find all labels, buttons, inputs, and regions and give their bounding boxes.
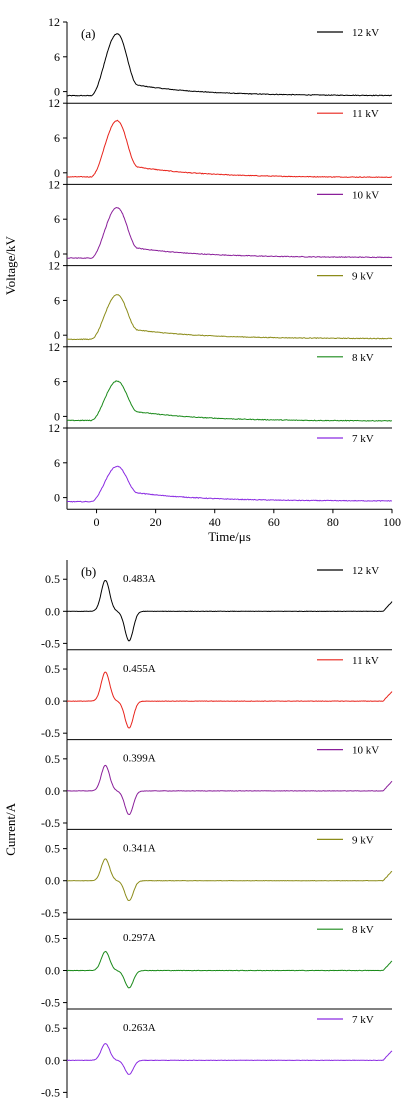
y-tick-label: 6 xyxy=(54,375,60,389)
y-tick-label: 0 xyxy=(54,491,60,505)
x-tick-label: 100 xyxy=(383,515,401,529)
y-tick-label: 0.0 xyxy=(45,604,60,618)
x-axis-label: Time/μs xyxy=(208,529,251,544)
y-tick-label: 12 xyxy=(48,259,60,273)
peak-annotation: 0.483A xyxy=(123,573,156,585)
series-line-12-kv xyxy=(66,579,393,642)
y-tick-label: 0.0 xyxy=(45,874,60,888)
y-tick-label: 12 xyxy=(48,15,60,29)
y-tick-label: 6 xyxy=(54,212,60,226)
legend-label: 8 kV xyxy=(352,352,374,364)
y-tick-label: 0.0 xyxy=(45,784,60,798)
y-tick-label: 0 xyxy=(54,166,60,180)
x-tick-label: 20 xyxy=(150,515,162,529)
y-axis-label: Current/A xyxy=(3,802,18,855)
y-tick-label: -0.5 xyxy=(41,996,60,1010)
legend-label: 12 kV xyxy=(352,565,379,577)
series-line-9-kv xyxy=(67,858,393,902)
series-line-11-kv xyxy=(67,671,393,729)
legend-label: 10 kV xyxy=(352,189,379,201)
y-tick-label: 0.0 xyxy=(45,694,60,708)
y-tick-label: 0.5 xyxy=(45,931,60,945)
peak-annotation: 0.263A xyxy=(123,1022,156,1034)
series-line-8-kv xyxy=(66,380,393,422)
y-tick-label: 0.0 xyxy=(45,1053,60,1067)
y-tick-label: 0.5 xyxy=(45,752,60,766)
legend-label: 9 kV xyxy=(352,271,374,283)
series-line-11-kv xyxy=(66,119,393,179)
panel-label: (a) xyxy=(81,26,95,41)
y-tick-label: 0 xyxy=(54,85,60,99)
series-line-9-kv xyxy=(66,294,393,341)
y-tick-label: 0.5 xyxy=(45,572,60,586)
legend-label: 8 kV xyxy=(352,924,374,936)
y-tick-label: -0.5 xyxy=(41,1085,60,1098)
series-line-8-kv xyxy=(66,950,393,989)
series-line-10-kv xyxy=(66,764,393,816)
y-axis-label: Voltage/kV xyxy=(3,236,18,296)
y-tick-label: 6 xyxy=(54,456,60,470)
x-tick-label: 60 xyxy=(268,515,280,529)
series-line-10-kv xyxy=(66,206,393,259)
x-tick-label: 80 xyxy=(327,515,339,529)
chart-b: (b) 0.5 0.0 -0.5 12 kV 0.483A 0.5 0.0 -0.5 11 kV 0… xyxy=(3,560,393,1098)
chart-a: (a) 0 6 12 12 kV 0 6 12 11 kV 0 6 12 10 kV 0 6 12 9 kV 0 6… xyxy=(3,15,401,544)
legend-label: 7 kV xyxy=(352,1014,374,1026)
y-tick-label: 12 xyxy=(48,96,60,110)
y-tick-label: -0.5 xyxy=(41,726,60,740)
legend-label: 9 kV xyxy=(352,834,374,846)
series-line-7-kv xyxy=(66,465,393,503)
y-tick-label: 0 xyxy=(54,247,60,261)
peak-annotation: 0.297A xyxy=(123,932,156,944)
legend-label: 10 kV xyxy=(352,745,379,757)
y-tick-label: 0 xyxy=(54,409,60,423)
legend-label: 11 kV xyxy=(352,655,379,667)
legend-label: 11 kV xyxy=(352,108,379,120)
x-tick-label: 40 xyxy=(209,515,221,529)
peak-annotation: 0.455A xyxy=(123,663,156,675)
y-tick-label: 6 xyxy=(54,293,60,307)
y-tick-label: 0.5 xyxy=(45,662,60,676)
legend-label: 7 kV xyxy=(352,433,374,445)
y-tick-label: 0 xyxy=(54,328,60,342)
y-tick-label: 0.5 xyxy=(45,1021,60,1035)
y-tick-label: 12 xyxy=(48,421,60,435)
y-tick-label: -0.5 xyxy=(41,906,60,920)
y-tick-label: -0.5 xyxy=(41,816,60,830)
y-tick-label: 6 xyxy=(54,131,60,145)
x-tick-label: 0 xyxy=(94,515,100,529)
peak-annotation: 0.399A xyxy=(123,753,156,765)
y-tick-label: 0.0 xyxy=(45,964,60,978)
series-line-7-kv xyxy=(66,1043,393,1075)
peak-annotation: 0.341A xyxy=(123,842,156,854)
y-tick-label: 12 xyxy=(48,340,60,354)
panel-label: (b) xyxy=(81,564,96,579)
legend-label: 12 kV xyxy=(352,27,379,39)
y-tick-label: 12 xyxy=(48,177,60,191)
y-tick-label: -0.5 xyxy=(41,636,60,650)
series-line-12-kv xyxy=(66,33,393,97)
y-tick-label: 6 xyxy=(54,50,60,64)
y-tick-label: 0.5 xyxy=(45,842,60,856)
